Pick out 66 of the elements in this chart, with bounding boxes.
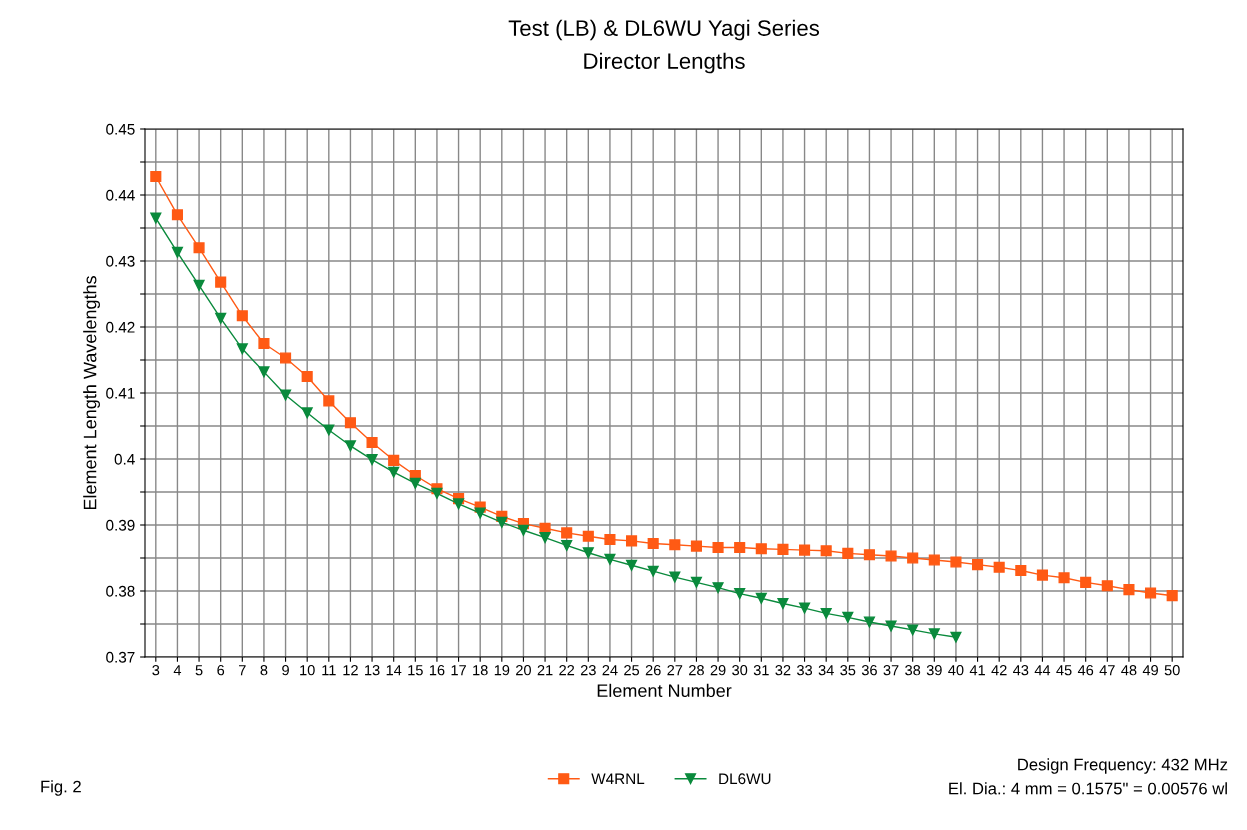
x-tick-label: 49 — [1142, 665, 1158, 676]
text: El. Dia.: 4 mm = 0.1575" = 0.00576 wl — [949, 782, 1227, 795]
x-tick-label: 48 — [1121, 665, 1137, 676]
x-tick-label: 28 — [689, 665, 704, 676]
x-tick-label: 36 — [861, 665, 877, 676]
x-tick-label: 8 — [260, 665, 268, 676]
y-tick-label: 0.44 — [106, 189, 135, 201]
x-tick-label: 44 — [1034, 665, 1051, 676]
legend-label: DL6WU — [719, 773, 771, 785]
y-tick-label: 0.39 — [106, 519, 135, 531]
x-tick-label: 32 — [775, 665, 791, 676]
x-tick-label: 5 — [195, 665, 203, 676]
x-tick-label: 15 — [408, 665, 423, 676]
x-tick-label: 30 — [732, 665, 748, 676]
y-tick-label: 0.43 — [106, 255, 135, 267]
x-tick-label: 19 — [494, 665, 510, 676]
x-tick-label: 4 — [173, 665, 182, 676]
x-tick-label: 31 — [753, 665, 769, 676]
x-tick-label: 40 — [948, 665, 964, 676]
x-tick-label: 21 — [537, 665, 553, 676]
x-tick-label: 6 — [217, 665, 225, 676]
x-tick-label: 35 — [840, 665, 856, 676]
y-tick-label: 0.38 — [106, 585, 135, 597]
x-tick-label: 29 — [710, 665, 726, 676]
x-tick-label: 42 — [991, 665, 1007, 676]
x-tick-label: 14 — [386, 665, 402, 676]
y-tick-label: 0.45 — [106, 123, 135, 135]
x-tick-label: 41 — [969, 665, 985, 676]
y-tick-label: 0.42 — [106, 321, 135, 333]
x-tick-label: 7 — [239, 665, 246, 676]
x-tick-label: 22 — [559, 665, 575, 676]
y-tick-label: 0.4 — [114, 453, 135, 465]
x-tick-label: 9 — [282, 665, 289, 676]
x-axis-title: Element Number — [597, 683, 732, 698]
x-tick-label: 13 — [365, 665, 380, 676]
y-tick-label: 0.37 — [106, 651, 135, 663]
x-tick-label: 12 — [343, 665, 358, 676]
x-tick-label: 24 — [602, 665, 618, 676]
x-tick-label: 11 — [322, 665, 336, 676]
x-tick-label: 46 — [1077, 665, 1094, 676]
x-tick-label: 27 — [667, 665, 683, 676]
x-tick-label: 37 — [883, 665, 899, 676]
text: Design Frequency: 432 MHz — [1018, 758, 1228, 774]
x-tick-label: 18 — [473, 665, 488, 676]
x-tick-label: 45 — [1056, 665, 1072, 676]
x-tick-label: 3 — [152, 665, 160, 676]
x-tick-label: 26 — [645, 665, 661, 676]
chart-subtitle: Director Lengths — [584, 52, 745, 74]
x-tick-label: 25 — [624, 665, 640, 676]
x-tick-label: 16 — [429, 665, 445, 676]
x-tick-label: 33 — [797, 665, 813, 676]
legend-label: W4RNL — [591, 773, 645, 785]
x-tick-label: 34 — [818, 665, 834, 676]
chart-title: Test (LB) & DL6WU Yagi Series — [508, 19, 820, 41]
y-tick-label: 0.41 — [106, 387, 135, 399]
x-tick-label: 47 — [1099, 665, 1115, 676]
x-tick-label: 43 — [1013, 665, 1029, 676]
x-tick-label: 38 — [905, 665, 921, 676]
x-tick-label: 10 — [300, 665, 315, 676]
x-tick-label: 17 — [451, 665, 466, 676]
y-axis-title: Element Length Wavelengths — [83, 276, 100, 510]
x-tick-label: 50 — [1164, 665, 1180, 676]
x-tick-label: 23 — [580, 665, 596, 676]
x-tick-label: 20 — [516, 665, 531, 676]
caption: Fig. 2 — [41, 780, 81, 796]
x-tick-label: 39 — [926, 665, 942, 676]
